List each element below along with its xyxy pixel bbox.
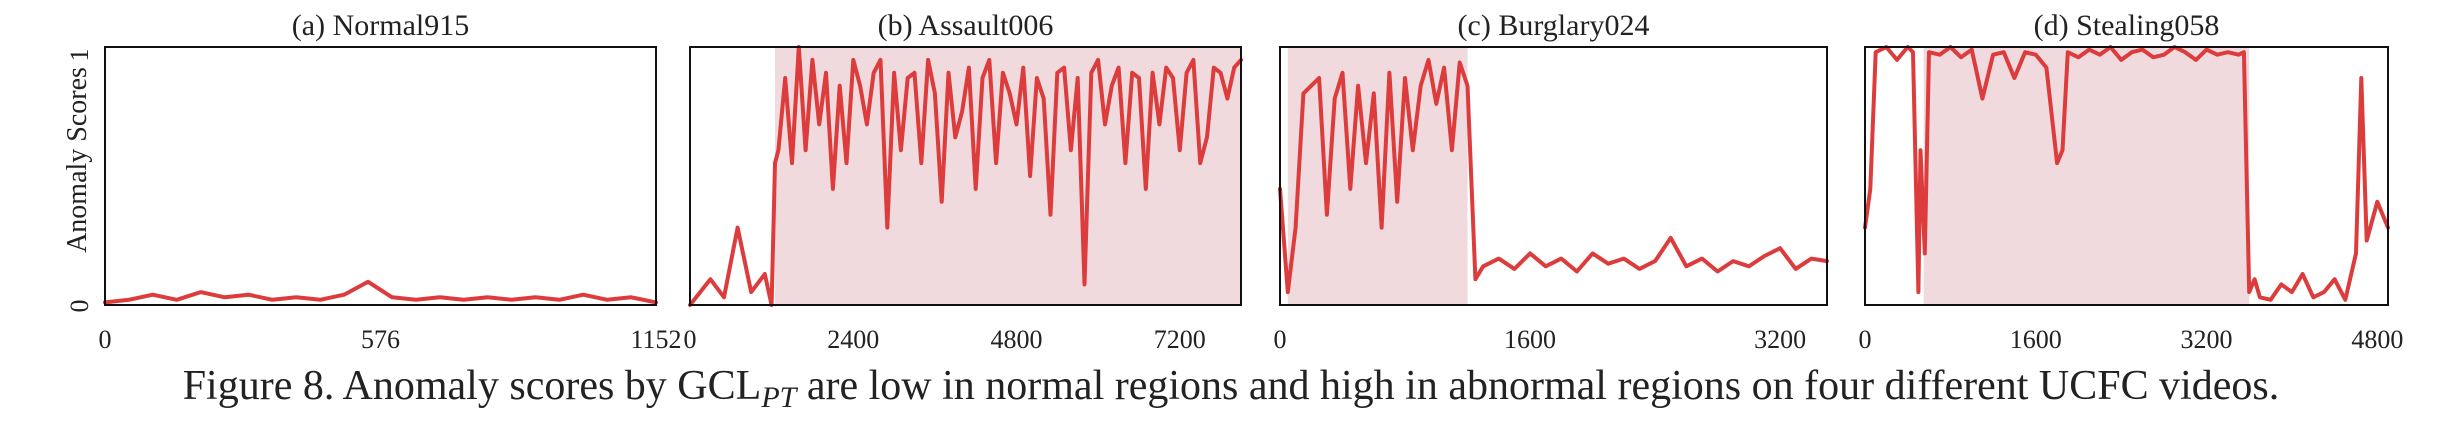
chart-title: (b) Assault006 bbox=[878, 9, 1054, 42]
plot-frame bbox=[1279, 46, 1828, 306]
plot-frame bbox=[1864, 46, 2389, 306]
anomaly-score-line bbox=[1863, 45, 2390, 302]
chart-title: (c) Burglary024 bbox=[1458, 9, 1650, 42]
x-tick-label: 1600 bbox=[1504, 325, 1556, 354]
x-tick-label: 7200 bbox=[1154, 325, 1206, 354]
x-tick-label: 4800 bbox=[2351, 325, 2403, 354]
anomaly-score-line bbox=[1278, 57, 1829, 295]
chart-panels: (a) Normal915 0 576 1152 (b) Assault006 0 2400… bbox=[99, 9, 2404, 354]
x-tick-label: 4800 bbox=[991, 325, 1043, 354]
chart-title: (a) Normal915 bbox=[292, 9, 469, 42]
anomaly-score-line bbox=[103, 279, 658, 305]
x-tick-label: 576 bbox=[361, 325, 400, 354]
chart-panel-1: (a) Normal915 0 576 1152 bbox=[99, 9, 682, 354]
y-tick-label-1: 1 bbox=[65, 49, 94, 62]
x-tick-label: 3200 bbox=[1754, 325, 1806, 354]
x-tick-label: 1152 bbox=[630, 325, 681, 354]
anomaly-score-line bbox=[688, 45, 1243, 307]
x-tick-label: 0 bbox=[1859, 325, 1872, 354]
figure-caption: Figure 8. Anomaly scores by GCLPT are lo… bbox=[0, 362, 2462, 415]
chart-panel-4: (d) Stealing058 0 1600 3200 4800 bbox=[1859, 9, 2404, 354]
caption-suffix: are low in normal regions and high in ab… bbox=[796, 363, 2280, 409]
x-tick-label: 0 bbox=[99, 325, 112, 354]
x-tick-label: 0 bbox=[684, 325, 697, 354]
chart-panel-2: (b) Assault006 0 2400 4800 7200 bbox=[684, 9, 1243, 354]
y-axis-label: Anomaly Scores bbox=[62, 67, 93, 253]
caption-prefix: Figure 8. Anomaly scores by GCL bbox=[182, 363, 762, 409]
x-tick-label: 0 bbox=[1274, 325, 1287, 354]
x-tick-label: 3200 bbox=[2181, 325, 2233, 354]
plot-frame bbox=[689, 46, 1242, 306]
x-tick-label: 1600 bbox=[2010, 325, 2062, 354]
caption-subscript: PT bbox=[761, 381, 797, 414]
plot-frame bbox=[104, 46, 657, 306]
chart-panel-3: (c) Burglary024 0 1600 3200 bbox=[1274, 9, 1829, 354]
y-tick-label-0: 0 bbox=[65, 300, 94, 313]
x-tick-label: 2400 bbox=[827, 325, 879, 354]
abnormal-region-1 bbox=[1923, 47, 2250, 305]
chart-title: (d) Stealing058 bbox=[2034, 9, 2220, 42]
